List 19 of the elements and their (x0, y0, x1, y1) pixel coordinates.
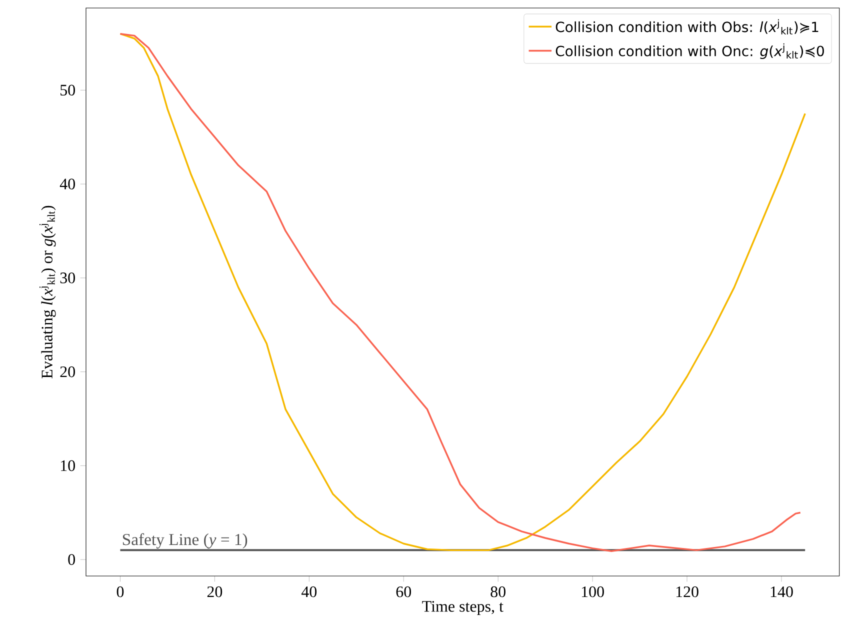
x-tick-label: 0 (116, 586, 124, 598)
y-tick-label: 10 (61, 460, 75, 472)
y-tick-label: 40 (60, 178, 75, 190)
x-tick-label: 80 (490, 586, 506, 598)
x-tick-label: 20 (207, 586, 222, 598)
x-tick-label: 120 (676, 586, 698, 598)
ref-line-label: Safety Line (y = 1) (122, 533, 248, 549)
text: Evaluating l(x$^{j}$$_{klt}$) or g(x$^{j}$$_{klt}$) (39, 206, 56, 378)
x-tick-label: 60 (396, 586, 412, 598)
legend-label: Collision condition with Obs: l(x$^{j}$$_{klt}$)≽1 (556, 19, 818, 34)
x-axis-title: Time steps, t (422, 601, 504, 616)
y-tick-label: 20 (60, 366, 75, 378)
x-tick-label: 140 (770, 586, 793, 598)
x-tick-label: 100 (582, 586, 604, 598)
y-tick-label: 50 (60, 84, 75, 96)
y-tick-label: 30 (60, 272, 75, 284)
y-tick-label: 0 (68, 554, 75, 565)
x-tick-label: 40 (301, 586, 317, 598)
legend-label: Collision condition with Onc: g(x$^{j}$$_{klt}$)≼0 (556, 43, 824, 59)
